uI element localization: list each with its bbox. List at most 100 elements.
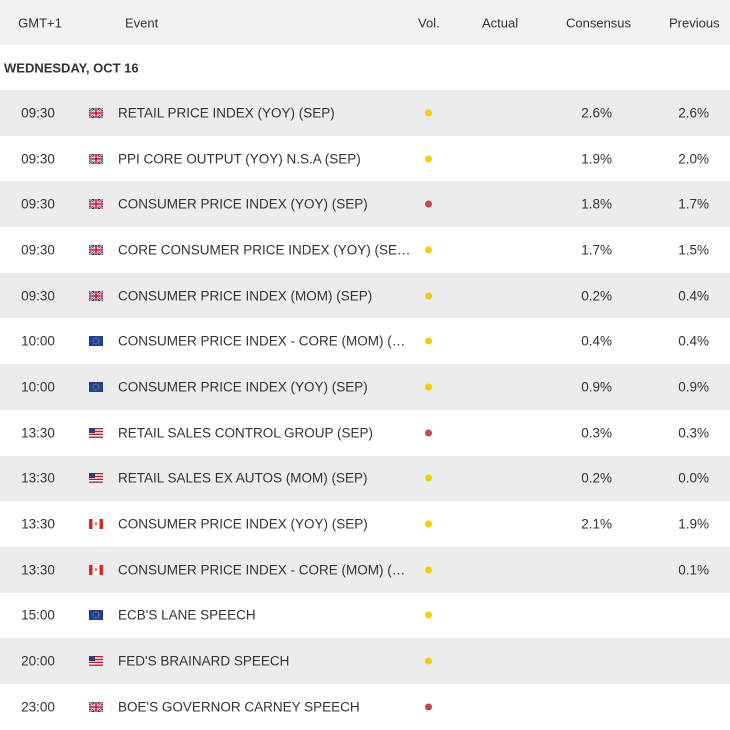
previous: 0.0% [678, 470, 709, 486]
volatility-dot [425, 246, 432, 254]
event-name: CONSUMER PRICE INDEX (YOY) (SEP) [118, 379, 368, 395]
event-row: 15:00 ECB'S LANE SPEECH [0, 593, 730, 639]
time: 20:00 [21, 653, 55, 669]
volatility-dot [425, 657, 432, 665]
column-header: Consensus [566, 15, 632, 30]
previous: 0.4% [678, 333, 709, 349]
time: 10:00 [21, 379, 55, 395]
column-header: Actual [482, 15, 519, 30]
event-name: FED'S BRAINARD SPEECH [118, 653, 290, 669]
event-row: 10:00 CONSUMER PRICE INDEX (YOY) (SEP) 0.9… [0, 364, 730, 410]
consensus: 0.4% [581, 333, 612, 349]
flag [89, 428, 103, 438]
volatility-dot [425, 155, 432, 163]
flag [89, 610, 103, 620]
event-name: CONSUMER PRICE INDEX - CORE (MOM) (… [118, 333, 406, 349]
previous: 0.3% [678, 425, 709, 441]
column-header: Event [125, 15, 159, 30]
previous: 0.9% [678, 379, 709, 395]
volatility-dot [425, 109, 432, 117]
flag [89, 245, 103, 255]
event-row: 09:30 CONSUMER PRICE INDEX (YOY) (SEP) 1.8… [0, 181, 730, 228]
time: 13:30 [21, 562, 55, 578]
flag [89, 199, 103, 209]
consensus: 2.1% [581, 516, 612, 532]
volatility-dot [425, 474, 432, 482]
event-row: 23:00 BOE'S GOVERNOR CARNEY SPEECH [0, 684, 730, 730]
volatility-dot [425, 429, 432, 437]
flag [89, 382, 103, 392]
previous: 2.6% [678, 105, 709, 121]
previous: 1.5% [678, 242, 709, 258]
consensus: 0.2% [581, 470, 612, 486]
previous: 2.0% [678, 151, 709, 167]
previous: 0.4% [678, 288, 709, 304]
consensus: 0.9% [581, 379, 612, 395]
volatility-dot [425, 703, 432, 711]
flag [89, 565, 103, 575]
time: 09:30 [21, 151, 55, 167]
event-name: CONSUMER PRICE INDEX - CORE (MOM) (… [118, 562, 406, 578]
consensus: 2.6% [581, 105, 612, 121]
consensus: 1.7% [581, 242, 612, 258]
event-row: 09:30 CORE CONSUMER PRICE INDEX (YOY) (SE… [0, 227, 730, 273]
previous: 1.9% [678, 516, 709, 532]
event-row: 13:30 CONSUMER PRICE INDEX (YOY) (SEP) 2.1… [0, 501, 730, 547]
volatility-dot [425, 611, 432, 619]
consensus: 1.8% [581, 196, 612, 212]
column-header: Previous [669, 15, 720, 30]
flag [89, 473, 103, 483]
consensus: 0.2% [581, 288, 612, 304]
event-row: 13:30 RETAIL SALES CONTROL GROUP (SEP) 0.3… [0, 410, 730, 456]
rows: 09:30 RETAIL PRICE INDEX (YOY) (SEP) 2.6% 2… [0, 90, 730, 730]
event-row: 09:30 RETAIL PRICE INDEX (YOY) (SEP) 2.6% 2… [0, 90, 730, 136]
time: 09:30 [21, 242, 55, 258]
volatility-dot [425, 292, 432, 300]
event-name: PPI CORE OUTPUT (YOY) N.S.A (SEP) [118, 151, 361, 167]
event-name: RETAIL SALES EX AUTOS (MOM) (SEP) [118, 470, 368, 486]
event-row: 09:30 PPI CORE OUTPUT (YOY) N.S.A (SEP) 1.… [0, 136, 730, 182]
time: 23:00 [21, 699, 55, 715]
event-row: 13:30 RETAIL SALES EX AUTOS (MOM) (SEP) 0.… [0, 455, 730, 502]
event-name: CONSUMER PRICE INDEX (YOY) (SEP) [118, 196, 368, 212]
event-row: 20:00 FED'S BRAINARD SPEECH [0, 638, 730, 684]
flag [89, 336, 103, 346]
time: 13:30 [21, 425, 55, 441]
volatility-dot [425, 520, 432, 528]
consensus: 0.3% [581, 425, 612, 441]
flag [89, 154, 103, 164]
event-row: 09:30 CONSUMER PRICE INDEX (MOM) (SEP) 0.2… [0, 272, 730, 319]
time: 09:30 [21, 105, 55, 121]
date-row: WEDNESDAY, OCT 16 [0, 45, 730, 90]
time: 09:30 [21, 288, 55, 304]
volatility-dot [425, 383, 432, 391]
column-header: GMT+1 [18, 15, 62, 30]
flag [89, 519, 103, 529]
time: 13:30 [21, 516, 55, 532]
event-name: BOE'S GOVERNOR CARNEY SPEECH [118, 699, 360, 715]
event-name: RETAIL PRICE INDEX (YOY) (SEP) [118, 105, 335, 121]
volatility-dot [425, 566, 432, 574]
flag [89, 656, 103, 666]
event-name: CORE CONSUMER PRICE INDEX (YOY) (SE… [118, 242, 411, 258]
time: 09:30 [21, 196, 55, 212]
volatility-dot [425, 200, 432, 208]
column-header: Vol. [418, 15, 440, 30]
event-name: CONSUMER PRICE INDEX (YOY) (SEP) [118, 516, 368, 532]
event-row: 13:30 CONSUMER PRICE INDEX - CORE (MOM) (… [0, 546, 730, 593]
date-label: WEDNESDAY, OCT 16 [4, 60, 139, 75]
consensus: 1.9% [581, 151, 612, 167]
previous: 0.1% [678, 562, 709, 578]
event-row: 10:00 CONSUMER PRICE INDEX - CORE (MOM) (… [0, 318, 730, 364]
time: 15:00 [21, 607, 55, 623]
previous: 1.7% [678, 196, 709, 212]
event-name: RETAIL SALES CONTROL GROUP (SEP) [118, 425, 374, 441]
event-name: CONSUMER PRICE INDEX (MOM) (SEP) [118, 288, 373, 304]
flag [89, 702, 103, 712]
event-name: ECB'S LANE SPEECH [118, 607, 256, 623]
flag [89, 291, 103, 301]
header-row: GMT+1 Event Vol. Actual Consensus Previo… [0, 0, 730, 45]
time: 10:00 [21, 333, 55, 349]
volatility-dot [425, 337, 432, 345]
